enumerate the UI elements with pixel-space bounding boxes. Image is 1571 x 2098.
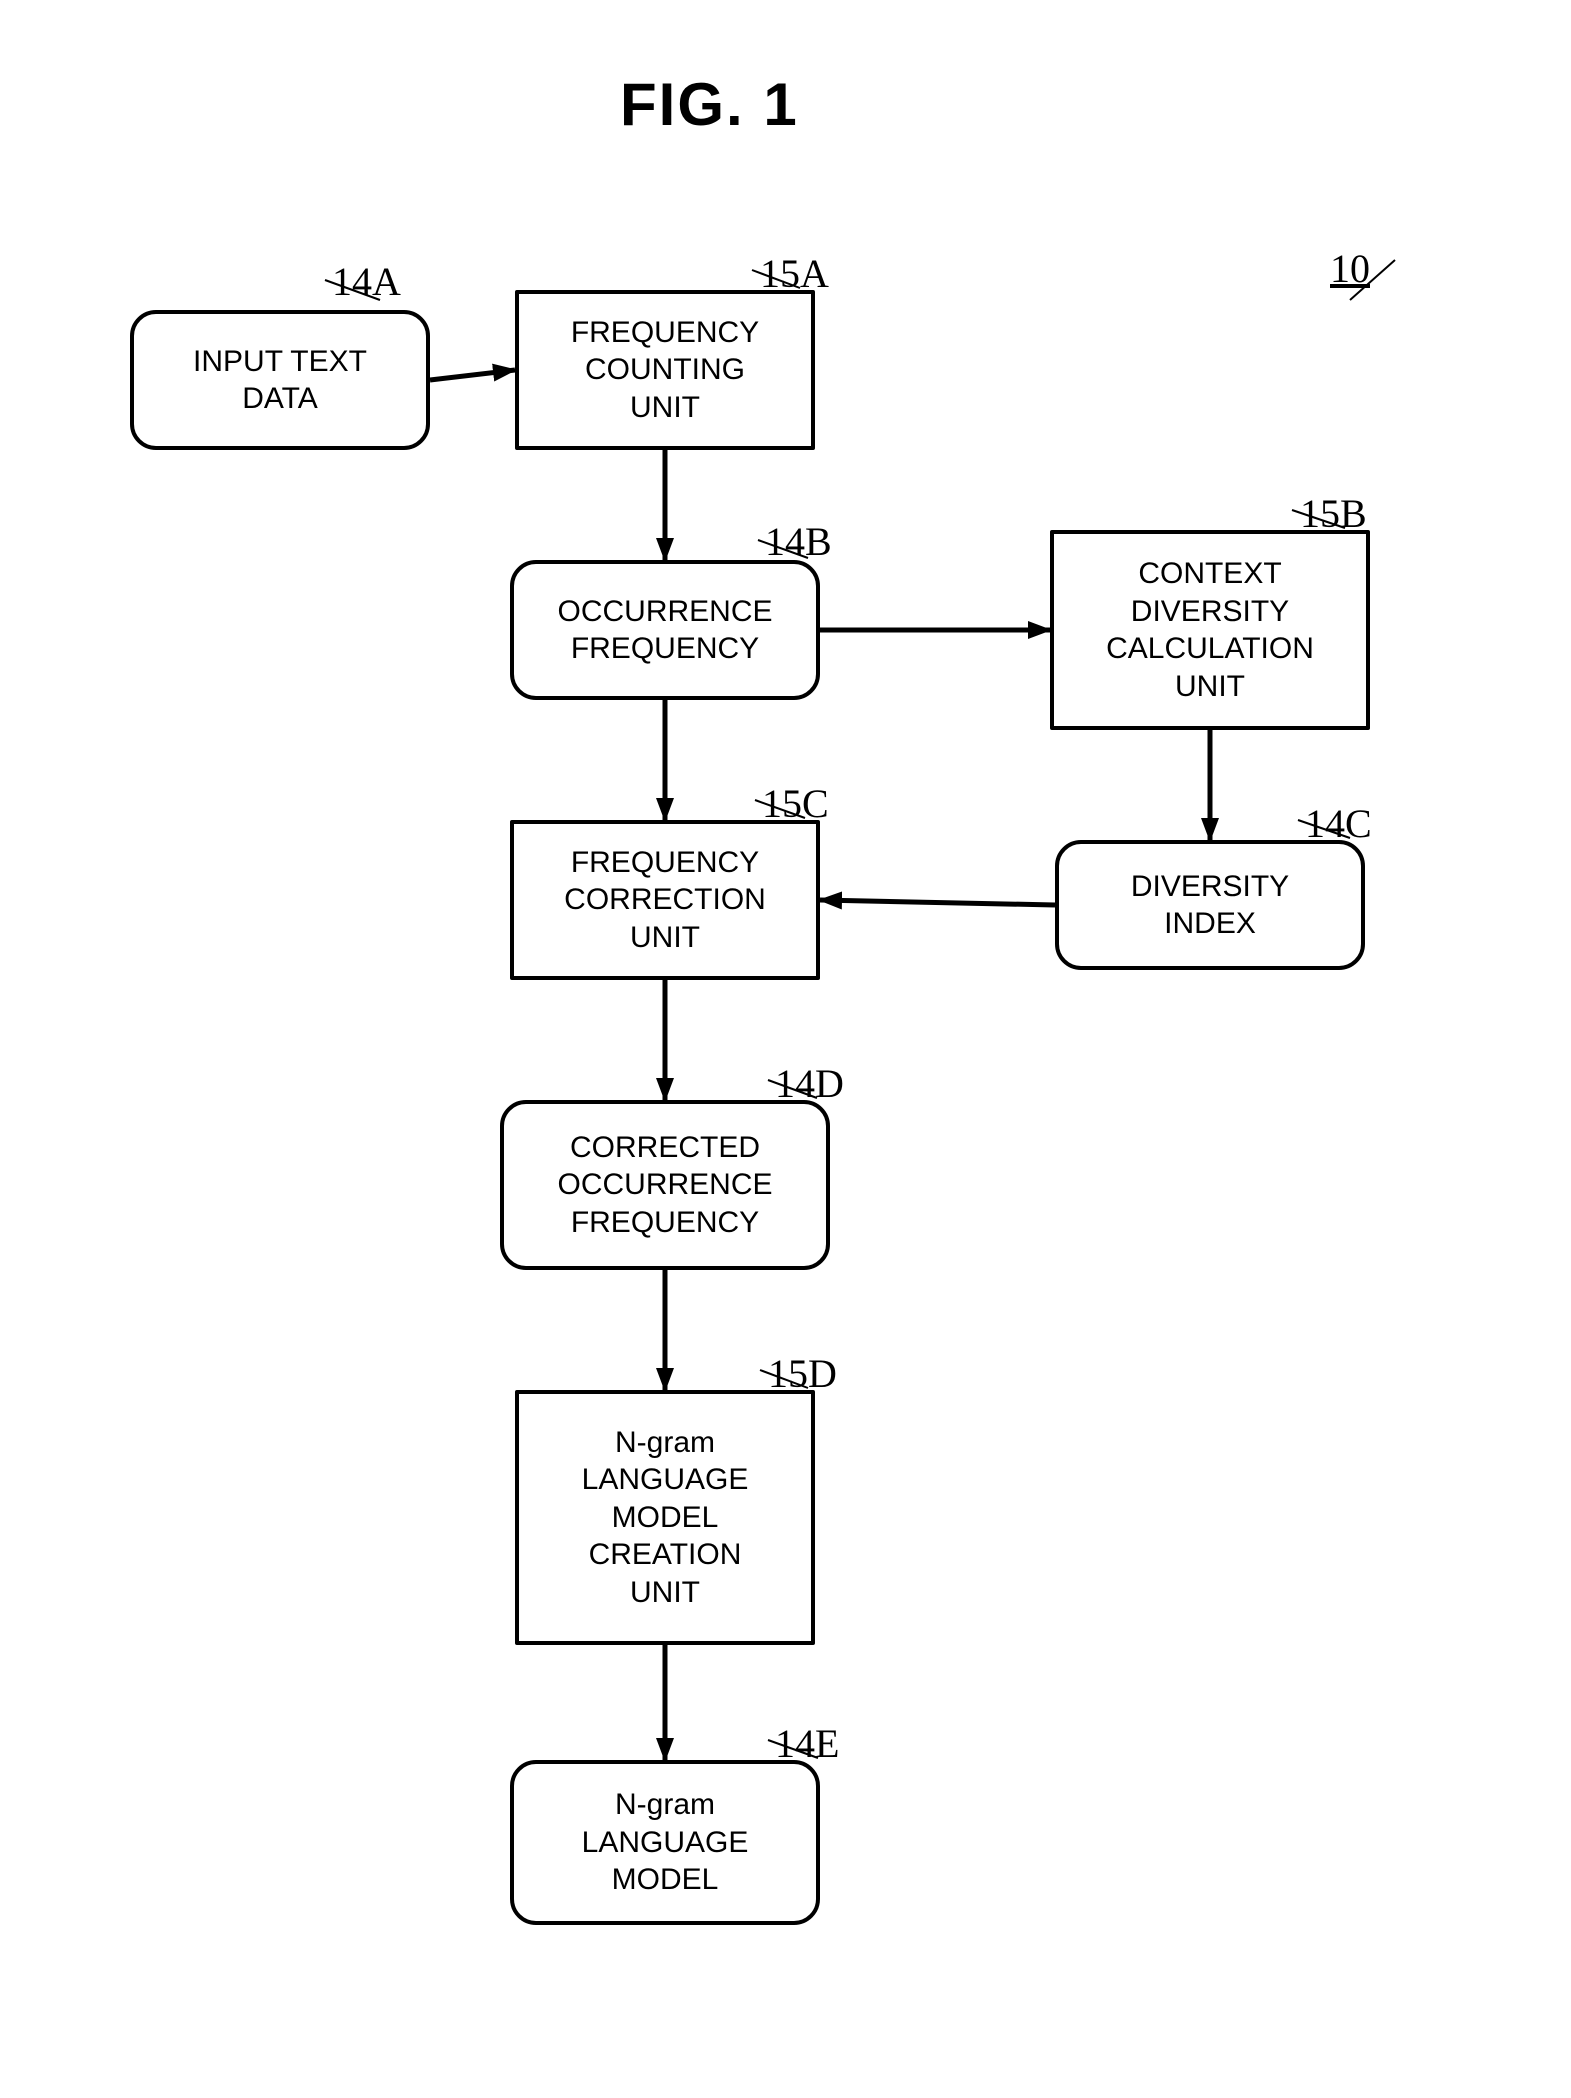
label-ngram-model: 14E bbox=[775, 1720, 839, 1767]
label-freq-counting: 15A bbox=[760, 250, 829, 297]
box-ngram-model: N-gramLANGUAGEMODEL bbox=[510, 1760, 820, 1925]
label-ngram-unit: 15D bbox=[768, 1350, 837, 1397]
box-freq-correction: FREQUENCYCORRECTIONUNIT bbox=[510, 820, 820, 980]
box-text: FREQUENCYCOUNTINGUNIT bbox=[571, 314, 759, 427]
label-context-div: 15B bbox=[1300, 490, 1367, 537]
box-input-text-data: INPUT TEXTDATA bbox=[130, 310, 430, 450]
diagram-page: FIG. 1 10 INPUT TEXTDATA FREQUENCYCOUNTIN… bbox=[0, 0, 1571, 2098]
box-text: CONTEXTDIVERSITYCALCULATIONUNIT bbox=[1106, 555, 1314, 705]
label-occur-freq: 14B bbox=[765, 518, 832, 565]
box-corrected-freq: CORRECTEDOCCURRENCEFREQUENCY bbox=[500, 1100, 830, 1270]
box-text: OCCURRENCEFREQUENCY bbox=[557, 593, 772, 668]
box-ngram-unit: N-gramLANGUAGEMODELCREATIONUNIT bbox=[515, 1390, 815, 1645]
figure-ref-number: 10 bbox=[1330, 245, 1370, 292]
box-text: N-gramLANGUAGEMODELCREATIONUNIT bbox=[582, 1424, 749, 1612]
box-freq-counting: FREQUENCYCOUNTINGUNIT bbox=[515, 290, 815, 450]
label-input-text-data: 14A bbox=[332, 258, 401, 305]
box-context-div: CONTEXTDIVERSITYCALCULATIONUNIT bbox=[1050, 530, 1370, 730]
box-text: DIVERSITYINDEX bbox=[1131, 868, 1289, 943]
box-diversity-index: DIVERSITYINDEX bbox=[1055, 840, 1365, 970]
box-text: N-gramLANGUAGEMODEL bbox=[582, 1786, 749, 1899]
box-occur-freq: OCCURRENCEFREQUENCY bbox=[510, 560, 820, 700]
figure-title: FIG. 1 bbox=[620, 70, 799, 139]
label-diversity-index: 14C bbox=[1305, 800, 1372, 847]
box-text: FREQUENCYCORRECTIONUNIT bbox=[564, 844, 766, 957]
box-text: CORRECTEDOCCURRENCEFREQUENCY bbox=[557, 1129, 772, 1242]
box-text: INPUT TEXTDATA bbox=[193, 343, 367, 418]
label-corrected-freq: 14D bbox=[775, 1060, 844, 1107]
label-freq-correction: 15C bbox=[762, 780, 829, 827]
